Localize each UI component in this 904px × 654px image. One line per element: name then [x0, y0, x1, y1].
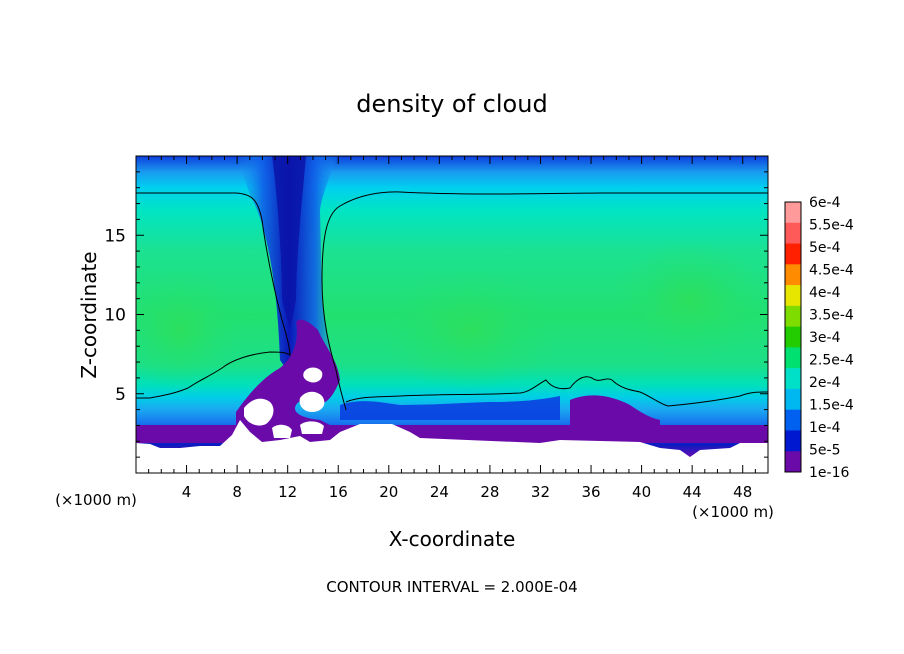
contour-field — [136, 156, 768, 473]
x-tick-label: 36 — [581, 483, 600, 501]
chart-title: density of cloud — [356, 90, 547, 118]
colorbar-frame — [784, 201, 802, 473]
colorbar-swatch — [785, 409, 801, 431]
low-level-bumps — [570, 395, 660, 430]
colorbar-swatch — [785, 285, 801, 307]
cloud-core-left — [136, 270, 240, 390]
y-axis-ticks: 5 10 15 — [104, 171, 768, 458]
colorbar-label: 3.5e-4 — [809, 308, 854, 324]
contour-line-lower — [345, 376, 768, 407]
colorbar-label: 2e-4 — [809, 375, 841, 391]
y-unit-label: (×1000 m) — [55, 491, 137, 509]
clear-patches-5 — [272, 424, 292, 438]
colorbar-label: 1e-16 — [809, 465, 849, 481]
colorbar-swatch — [785, 388, 801, 411]
gust-front — [340, 396, 560, 420]
x-tick-label: 44 — [683, 483, 702, 501]
x-tick-label: 4 — [182, 483, 192, 501]
x-tick-label: 12 — [278, 483, 297, 501]
x-tick-label: 40 — [632, 483, 651, 501]
cloud-core-right — [610, 240, 768, 360]
y-tick-label: 10 — [104, 306, 126, 326]
colorbar-label: 6e-4 — [809, 195, 841, 211]
colorbar-label: 4e-4 — [809, 285, 841, 301]
colorbar-swatch — [785, 202, 801, 224]
clear-air-column-core — [272, 156, 306, 330]
colorbar-label: 1e-4 — [809, 420, 841, 436]
x-tick-label: 16 — [329, 483, 348, 501]
contour-line-top — [136, 192, 291, 399]
colorbar-label: 3e-4 — [809, 330, 841, 346]
x-tick-label: 32 — [531, 483, 550, 501]
clear-patches-1 — [244, 398, 274, 426]
colorbar-swatch — [785, 243, 801, 265]
colorbar-label: 4.5e-4 — [809, 263, 854, 279]
x-tick-label: 48 — [733, 483, 752, 501]
colorbar-label: 1.5e-4 — [809, 398, 854, 414]
colorbar-label: 5.5e-4 — [809, 218, 854, 234]
colorbar-swatch — [785, 326, 801, 348]
colorbar-swatch — [785, 430, 801, 452]
no-cloud-region — [136, 420, 768, 473]
contour-line-right — [321, 191, 768, 411]
colorbar-swatch — [785, 368, 801, 390]
clear-patches-3 — [303, 367, 323, 383]
y-tick-label: 5 — [115, 385, 126, 405]
colorbar-swatch — [785, 305, 801, 328]
colorbar-swatch — [785, 264, 801, 286]
colorbar-label: 5e-4 — [809, 240, 841, 256]
clear-patches-4 — [300, 421, 324, 434]
contour-interval-note: CONTOUR INTERVAL = 2.000E-04 — [326, 578, 577, 596]
x-axis-label: X-coordinate — [389, 527, 516, 551]
x-unit-label: (×1000 m) — [692, 503, 774, 521]
colorbar-swatch — [785, 222, 801, 245]
x-tick-label: 24 — [430, 483, 449, 501]
clear-patches-2 — [299, 391, 325, 412]
colorbar-label: 2.5e-4 — [809, 353, 854, 369]
cloud-core-center — [380, 270, 560, 390]
x-tick-label: 20 — [379, 483, 398, 501]
x-tick-label: 28 — [480, 483, 499, 501]
colorbar: 6e-4 5.5e-4 5e-4 4.5e-4 4e-4 3.5e-4 3e-4 2.5e-4… — [784, 195, 854, 481]
colorbar-swatch — [785, 451, 801, 473]
x-tick-label: 8 — [232, 483, 242, 501]
x-axis-ticks: 4 8 12 16 20 24 28 32 36 40 44 48 — [148, 156, 756, 501]
y-tick-label: 15 — [104, 226, 126, 246]
y-axis-label: Z-coordinate — [77, 251, 101, 378]
colorbar-swatch — [785, 347, 801, 369]
colorbar-label: 5e-5 — [809, 443, 840, 459]
